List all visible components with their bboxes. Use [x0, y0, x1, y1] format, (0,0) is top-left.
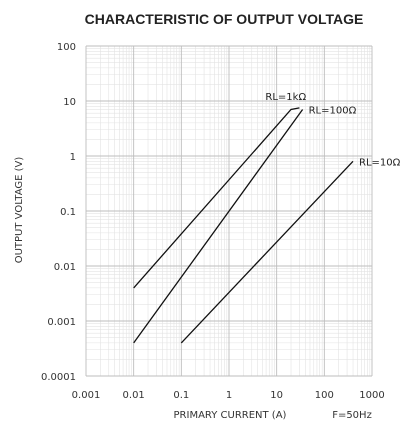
y-axis-label: OUTPUT VOLTAGE (V): [14, 157, 25, 264]
series-line: [180, 160, 354, 344]
x-tick-label: 1000: [359, 390, 384, 401]
y-tick-label: 0.0001: [41, 372, 76, 383]
series-line: [133, 107, 300, 289]
y-tick-label: 0.01: [54, 262, 76, 273]
x-tick-label: 1: [226, 390, 232, 401]
y-tick-label: 1: [70, 152, 76, 163]
y-tick-label: 100: [57, 42, 76, 53]
x-tick-label: 100: [315, 390, 334, 401]
y-tick-label: 0.1: [60, 207, 76, 218]
grid: [85, 45, 373, 377]
x-tick-label: 0.01: [123, 390, 145, 401]
x-tick-labels: 0.001 0.01 0.1 1 10 100 1000: [72, 390, 385, 401]
series-label: RL=10Ω: [359, 157, 401, 168]
y-tick-labels: 0.0001 0.001 0.01 0.1 1 10 100: [41, 42, 76, 383]
x-tick-label: 0.1: [173, 390, 189, 401]
series-label: RL=100Ω: [309, 106, 357, 117]
chart-title: CHARACTERISTIC OF OUTPUT VOLTAGE: [85, 11, 364, 27]
series-label: RL=1kΩ: [265, 92, 306, 103]
x-axis-label: PRIMARY CURRENT (A): [174, 410, 287, 421]
series-lines: [133, 107, 354, 344]
y-tick-label: 0.001: [47, 317, 76, 328]
frequency-note: F=50Hz: [332, 410, 372, 421]
series-line: [133, 109, 304, 344]
y-tick-label: 10: [63, 97, 76, 108]
x-tick-label: 0.001: [72, 390, 101, 401]
x-tick-label: 10: [270, 390, 283, 401]
